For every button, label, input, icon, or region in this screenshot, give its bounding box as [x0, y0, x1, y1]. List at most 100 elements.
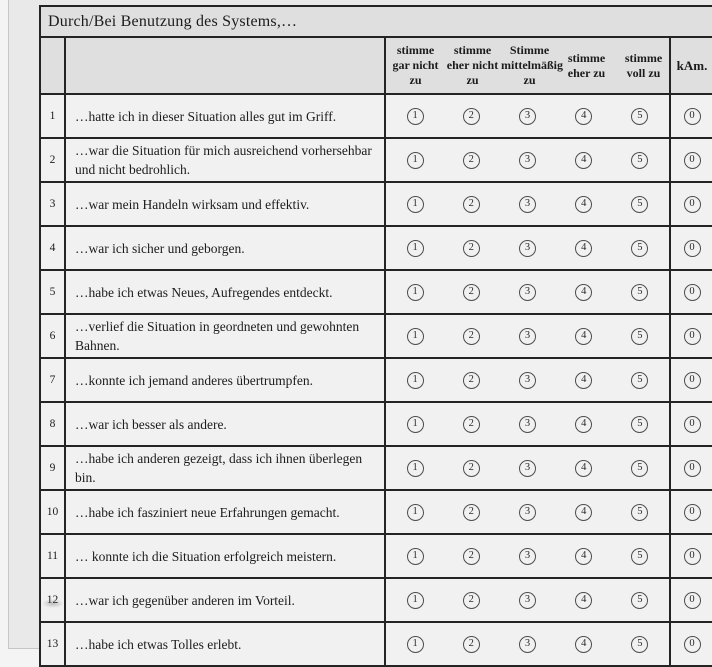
- rating-option-1[interactable]: 1: [406, 327, 424, 345]
- rating-option-5[interactable]: 5: [631, 283, 649, 301]
- rating-scale-cell: 1 2 3 4 5: [384, 445, 671, 491]
- rating-option-2[interactable]: 2: [462, 283, 480, 301]
- rating-scale-cell: 1 2 3 4 5: [384, 577, 671, 623]
- kam-option[interactable]: 0: [683, 459, 701, 477]
- rating-option-1[interactable]: 1: [406, 107, 424, 125]
- rating-option-4[interactable]: 4: [575, 371, 593, 389]
- rating-option-3[interactable]: 3: [518, 239, 536, 257]
- rating-option-1[interactable]: 1: [406, 415, 424, 433]
- kam-option[interactable]: 0: [683, 195, 701, 213]
- rating-option-5[interactable]: 5: [631, 635, 649, 653]
- rating-option-3[interactable]: 3: [518, 327, 536, 345]
- statement: …hatte ich in dieser Situation alles gut…: [64, 93, 386, 139]
- rating-option-4[interactable]: 4: [575, 327, 593, 345]
- kam-option[interactable]: 0: [683, 327, 701, 345]
- rating-option-1[interactable]: 1: [406, 591, 424, 609]
- scale-header-row: stimme gar nicht zu stimme eher nicht zu…: [39, 36, 712, 95]
- rating-option-3[interactable]: 3: [518, 415, 536, 433]
- rating-option-2[interactable]: 2: [462, 591, 480, 609]
- rating-option-4[interactable]: 4: [575, 195, 593, 213]
- kam-option[interactable]: 0: [683, 107, 701, 125]
- rating-scale-cell: 1 2 3 4 5: [384, 533, 671, 579]
- rating-option-2[interactable]: 2: [462, 195, 480, 213]
- rating-option-1[interactable]: 1: [406, 503, 424, 521]
- row-number: 4: [39, 225, 66, 271]
- rating-option-4[interactable]: 4: [575, 415, 593, 433]
- rating-option-4[interactable]: 4: [575, 239, 593, 257]
- rating-option-1[interactable]: 1: [406, 195, 424, 213]
- statement: …habe ich fasziniert neue Erfahrungen ge…: [64, 489, 386, 535]
- kam-cell: 0: [669, 93, 712, 139]
- rating-option-4[interactable]: 4: [575, 503, 593, 521]
- kam-cell: 0: [669, 357, 712, 403]
- rating-option-3[interactable]: 3: [518, 503, 536, 521]
- rating-option-3[interactable]: 3: [518, 459, 536, 477]
- rating-scale-cell: 1 2 3 4 5: [384, 621, 671, 667]
- rating-option-5[interactable]: 5: [631, 239, 649, 257]
- rating-option-5[interactable]: 5: [631, 107, 649, 125]
- table-row-10: 1 0 …habe ich fasziniert neue Erfahrungen…: [39, 489, 712, 535]
- rating-option-4[interactable]: 4: [575, 283, 593, 301]
- rating-option-3[interactable]: 3: [518, 283, 536, 301]
- kam-option[interactable]: 0: [683, 503, 701, 521]
- row-number: 7: [39, 357, 66, 403]
- rating-option-5[interactable]: 5: [631, 371, 649, 389]
- kam-option[interactable]: 0: [683, 591, 701, 609]
- rating-option-2[interactable]: 2: [462, 547, 480, 565]
- rating-option-2[interactable]: 2: [462, 503, 480, 521]
- rating-option-5[interactable]: 5: [631, 503, 649, 521]
- rating-option-4[interactable]: 4: [575, 107, 593, 125]
- rating-option-4[interactable]: 4: [575, 459, 593, 477]
- rating-option-1[interactable]: 1: [406, 151, 424, 169]
- rating-option-5[interactable]: 5: [631, 195, 649, 213]
- kam-option[interactable]: 0: [683, 547, 701, 565]
- kam-option[interactable]: 0: [683, 239, 701, 257]
- rating-option-4[interactable]: 4: [575, 635, 593, 653]
- rating-option-2[interactable]: 2: [462, 371, 480, 389]
- rating-option-4[interactable]: 4: [575, 547, 593, 565]
- rating-scale-cell: 1 2 3 4 5: [384, 313, 671, 359]
- rating-option-4[interactable]: 4: [575, 151, 593, 169]
- kam-option[interactable]: 0: [683, 151, 701, 169]
- kam-option[interactable]: 0: [683, 415, 701, 433]
- kam-cell: 0: [669, 621, 712, 667]
- rating-option-1[interactable]: 1: [406, 635, 424, 653]
- rating-option-5[interactable]: 5: [631, 327, 649, 345]
- kam-cell: 0: [669, 401, 712, 447]
- rating-option-1[interactable]: 1: [406, 459, 424, 477]
- rating-option-1[interactable]: 1: [406, 283, 424, 301]
- rating-option-2[interactable]: 2: [462, 635, 480, 653]
- statement: … konnte ich die Situation erfolgreich m…: [64, 533, 386, 579]
- rating-option-5[interactable]: 5: [631, 591, 649, 609]
- rating-option-3[interactable]: 3: [518, 591, 536, 609]
- rating-option-1[interactable]: 1: [406, 239, 424, 257]
- table-row-12: 12 …war ich gegenüber anderen im Vorteil…: [39, 577, 712, 623]
- rating-option-5[interactable]: 5: [631, 151, 649, 169]
- rating-option-1[interactable]: 1: [406, 547, 424, 565]
- rating-option-3[interactable]: 3: [518, 547, 536, 565]
- rating-option-3[interactable]: 3: [518, 195, 536, 213]
- kam-cell: 0: [669, 489, 712, 535]
- rating-option-3[interactable]: 3: [518, 635, 536, 653]
- rating-option-5[interactable]: 5: [631, 415, 649, 433]
- rating-option-2[interactable]: 2: [462, 459, 480, 477]
- rating-option-3[interactable]: 3: [518, 107, 536, 125]
- rating-option-4[interactable]: 4: [575, 591, 593, 609]
- rating-option-2[interactable]: 2: [462, 415, 480, 433]
- rating-option-2[interactable]: 2: [462, 239, 480, 257]
- statement: …habe ich etwas Tolles erlebt.: [64, 621, 386, 667]
- rating-option-5[interactable]: 5: [631, 547, 649, 565]
- kam-option[interactable]: 0: [683, 371, 701, 389]
- rating-option-2[interactable]: 2: [462, 327, 480, 345]
- row-number: 6: [39, 313, 66, 359]
- kam-cell: 0: [669, 225, 712, 271]
- statement: …war ich sicher und geborgen.: [64, 225, 386, 271]
- kam-option[interactable]: 0: [683, 635, 701, 653]
- rating-option-3[interactable]: 3: [518, 151, 536, 169]
- rating-option-2[interactable]: 2: [462, 107, 480, 125]
- rating-option-5[interactable]: 5: [631, 459, 649, 477]
- rating-option-2[interactable]: 2: [462, 151, 480, 169]
- rating-option-1[interactable]: 1: [406, 371, 424, 389]
- rating-option-3[interactable]: 3: [518, 371, 536, 389]
- kam-option[interactable]: 0: [683, 283, 701, 301]
